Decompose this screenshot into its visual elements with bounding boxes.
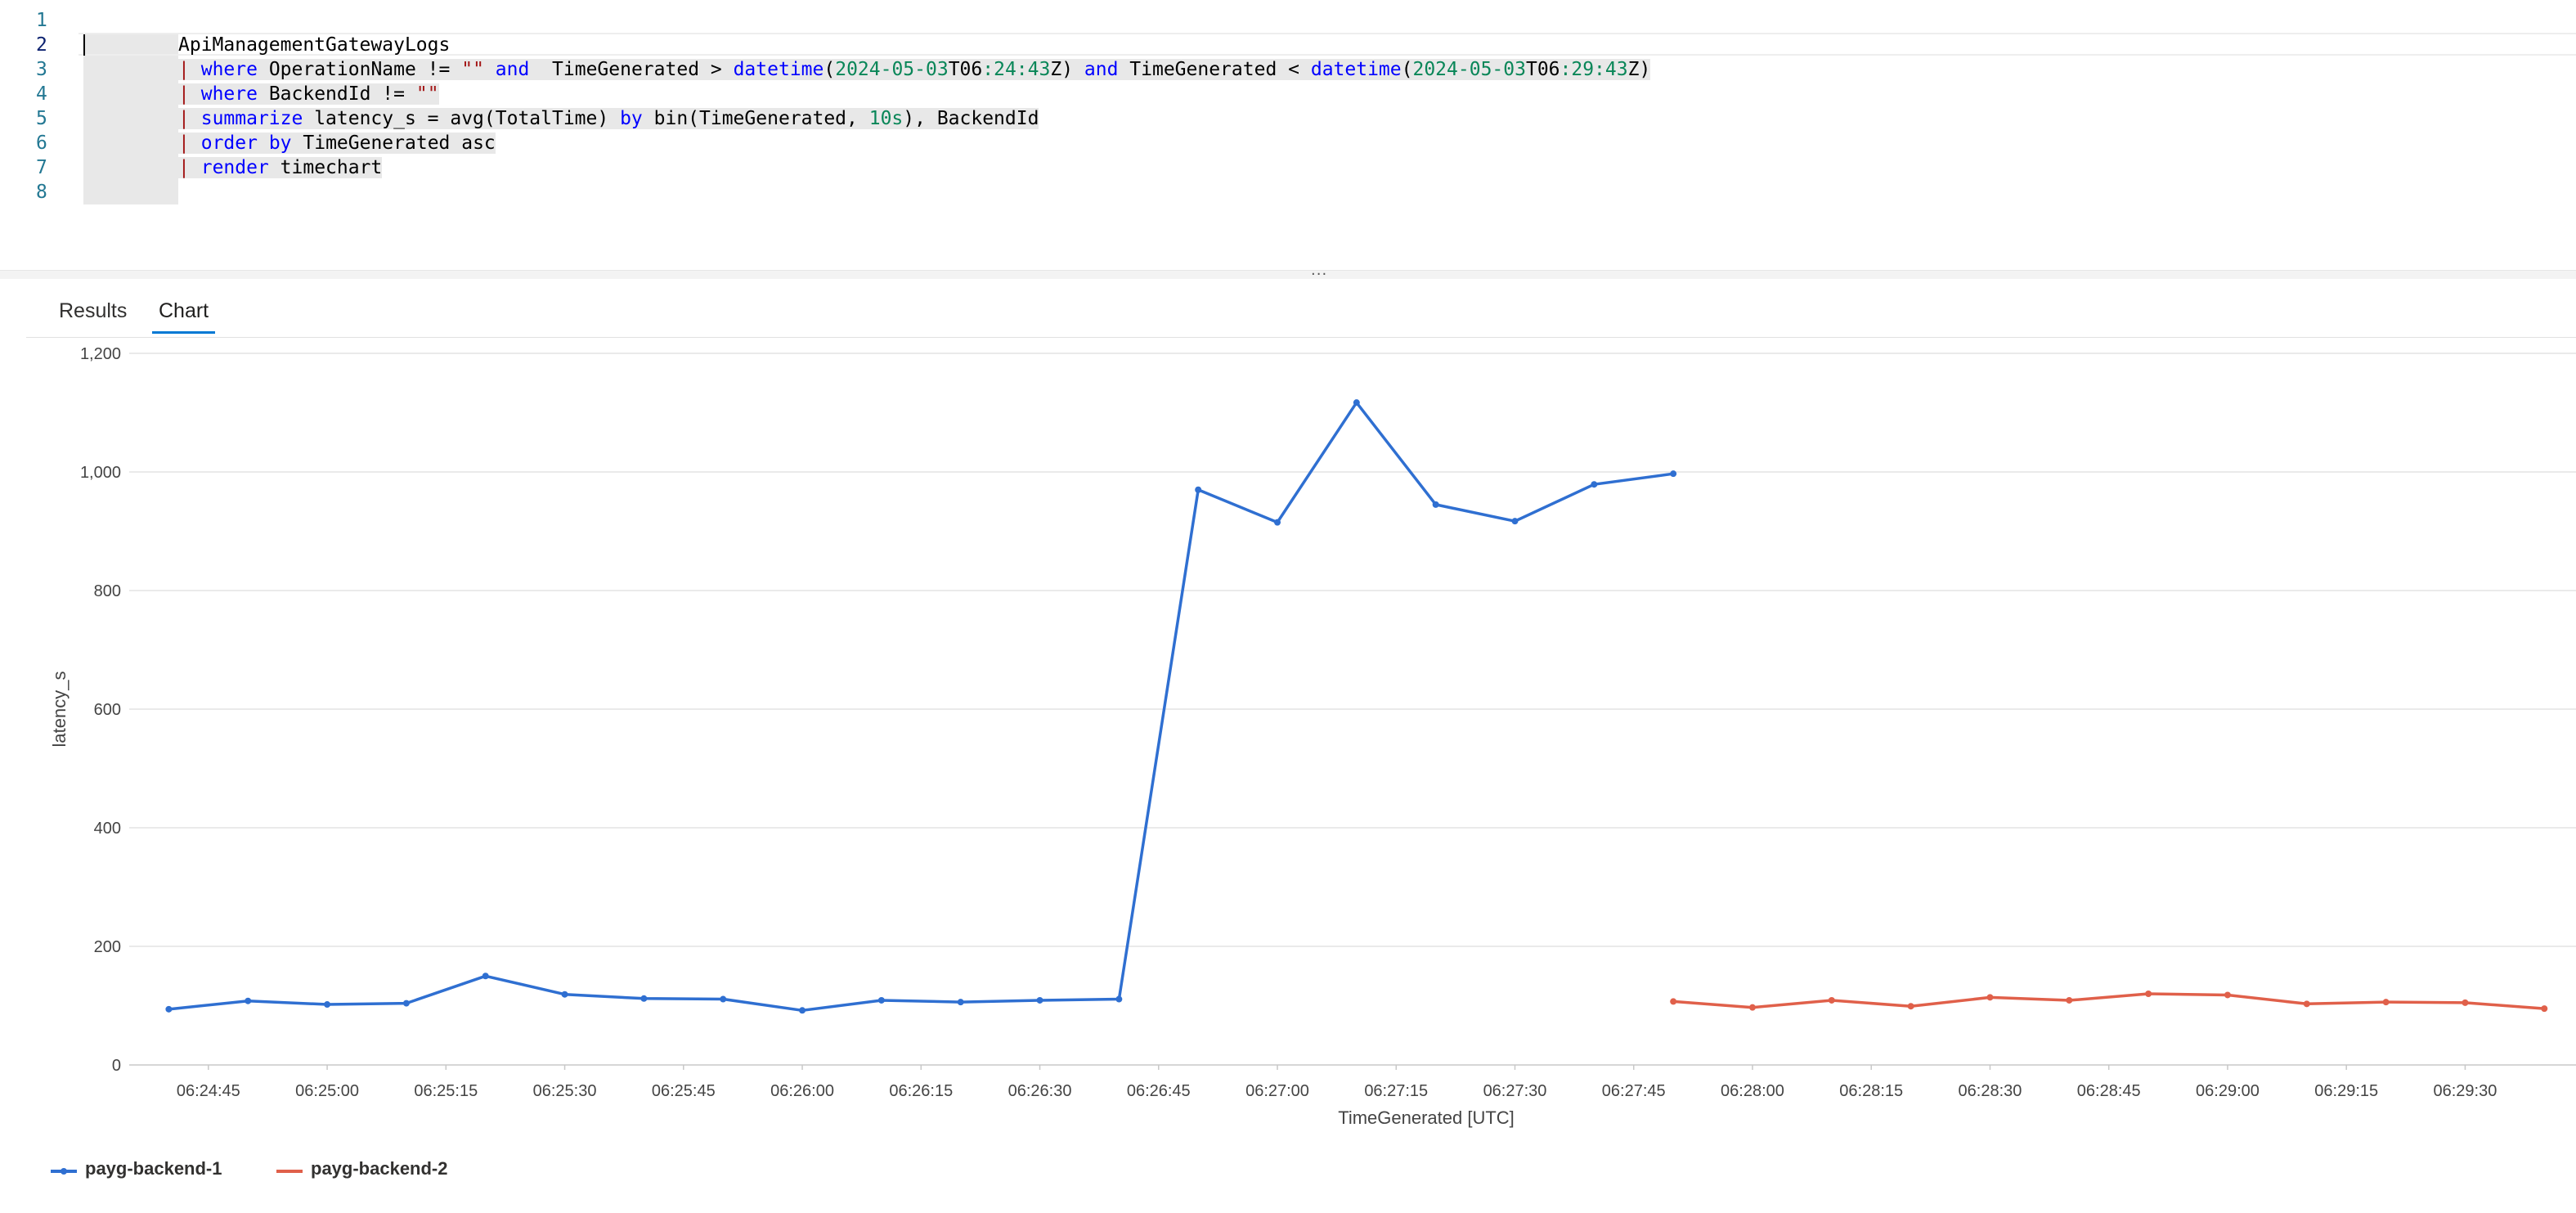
data-point bbox=[324, 1001, 331, 1009]
y-tick-label: 1,200 bbox=[80, 345, 121, 363]
data-point bbox=[1670, 470, 1677, 478]
tab-results[interactable]: Results bbox=[59, 299, 128, 322]
data-point bbox=[1353, 399, 1360, 407]
data-point bbox=[640, 995, 648, 1002]
y-axis-title: latency_s bbox=[49, 672, 70, 748]
data-point bbox=[1274, 519, 1281, 526]
x-tick-label: 06:27:45 bbox=[1602, 1082, 1666, 1100]
pane-splitter[interactable] bbox=[0, 270, 2576, 279]
data-point bbox=[2066, 996, 2073, 1004]
x-tick-label: 06:25:00 bbox=[295, 1082, 359, 1100]
data-point bbox=[1748, 1004, 1756, 1011]
legend-swatch bbox=[276, 1170, 303, 1173]
x-tick-label: 06:27:30 bbox=[1483, 1082, 1547, 1100]
line-number: 5 bbox=[36, 108, 47, 129]
code-text: | summarize latency_s = avg(TotalTime) b… bbox=[178, 108, 1039, 129]
x-tick-label: 06:24:45 bbox=[177, 1082, 240, 1100]
line-number: 7 bbox=[36, 157, 47, 178]
x-tick-label: 06:28:15 bbox=[1839, 1082, 1903, 1100]
code-line-5[interactable]: 5 | summarize latency_s = avg(TotalTime)… bbox=[0, 106, 2576, 131]
x-tick-label: 06:28:30 bbox=[1959, 1082, 2022, 1100]
data-point bbox=[245, 997, 252, 1004]
line-number: 6 bbox=[36, 133, 47, 154]
x-tick-label: 06:29:30 bbox=[2434, 1082, 2497, 1100]
legend-label: payg-backend-2 bbox=[311, 1158, 448, 1179]
data-point bbox=[1432, 501, 1439, 508]
y-tick-label: 1,000 bbox=[80, 464, 121, 482]
y-tick-label: 200 bbox=[94, 938, 121, 956]
code-line-6[interactable]: 6 | order by TimeGenerated asc bbox=[0, 131, 2576, 155]
data-point bbox=[561, 991, 568, 998]
code-line-2[interactable]: 2 ApiManagementGatewayLogs bbox=[0, 33, 2576, 57]
y-tick-label: 0 bbox=[112, 1057, 121, 1075]
text-cursor bbox=[83, 34, 85, 56]
line-number: 3 bbox=[36, 59, 47, 80]
code-text: ApiManagementGatewayLogs bbox=[178, 34, 451, 56]
data-point bbox=[1195, 486, 1202, 493]
data-point bbox=[402, 1000, 410, 1007]
code-line-7[interactable]: 7 | render timechart bbox=[0, 155, 2576, 180]
data-point bbox=[1511, 518, 1519, 525]
data-point bbox=[2145, 991, 2152, 997]
data-point bbox=[877, 996, 885, 1004]
x-tick-label: 06:27:15 bbox=[1364, 1082, 1428, 1100]
data-point bbox=[2541, 1005, 2548, 1013]
data-point bbox=[1986, 994, 1994, 1001]
x-tick-label: 06:29:00 bbox=[2196, 1082, 2260, 1100]
code-text: | order by TimeGenerated asc bbox=[178, 133, 496, 154]
x-tick-label: 06:26:00 bbox=[770, 1082, 834, 1100]
code-text: | render timechart bbox=[178, 157, 383, 178]
line-number: 2 bbox=[36, 34, 47, 56]
result-tabs: Results Chart bbox=[26, 285, 2576, 338]
data-point bbox=[2303, 1000, 2310, 1008]
code-text: | where OperationName != "" and TimeGene… bbox=[178, 59, 1651, 80]
data-point bbox=[2462, 999, 2469, 1006]
series-line-payg-backend-1 bbox=[168, 401, 1674, 1013]
data-point bbox=[1591, 481, 1598, 488]
data-point bbox=[1828, 996, 1835, 1004]
x-tick-label: 06:26:30 bbox=[1008, 1082, 1072, 1100]
legend-marker bbox=[61, 1168, 67, 1175]
code-text: | where BackendId != "" bbox=[178, 83, 439, 105]
line-number: 8 bbox=[36, 182, 47, 203]
legend-label: payg-backend-1 bbox=[85, 1158, 222, 1179]
series-line-payg-backend-2 bbox=[1673, 992, 2545, 1010]
x-tick-label: 06:25:15 bbox=[414, 1082, 478, 1100]
data-point bbox=[1907, 1003, 1914, 1010]
code-line-3[interactable]: 3 | where OperationName != "" and TimeGe… bbox=[0, 57, 2576, 82]
x-axis-title: TimeGenerated [UTC] bbox=[1338, 1107, 1515, 1128]
code-line-4[interactable]: 4 | where BackendId != "" bbox=[0, 82, 2576, 106]
data-point bbox=[1115, 995, 1123, 1003]
x-tick-label: 06:26:45 bbox=[1127, 1082, 1191, 1100]
tab-chart[interactable]: Chart bbox=[152, 296, 216, 335]
y-tick-label: 400 bbox=[94, 820, 121, 838]
x-tick-label: 06:25:45 bbox=[652, 1082, 716, 1100]
data-point bbox=[482, 973, 489, 980]
data-point bbox=[720, 995, 727, 1003]
x-tick-label: 06:26:15 bbox=[889, 1082, 953, 1100]
x-tick-label: 06:27:00 bbox=[1245, 1082, 1309, 1100]
x-tick-label: 06:25:30 bbox=[533, 1082, 597, 1100]
x-tick-label: 06:28:00 bbox=[1721, 1082, 1784, 1100]
line-number: 1 bbox=[36, 10, 47, 31]
x-tick-label: 06:28:45 bbox=[2077, 1082, 2141, 1100]
indent-highlight bbox=[83, 33, 178, 204]
timechart[interactable]: 0 200 400 600 800 1,000 1,200 06:24:45 06:25:00 0… bbox=[0, 337, 2576, 1155]
y-tick-label: 800 bbox=[94, 582, 121, 600]
line-number: 4 bbox=[36, 83, 47, 105]
code-line-1[interactable]: 1 bbox=[0, 8, 2576, 33]
code-line-8[interactable]: 8 bbox=[0, 180, 2576, 204]
data-point bbox=[799, 1007, 806, 1014]
data-point bbox=[1036, 996, 1043, 1004]
data-point bbox=[2382, 999, 2390, 1006]
data-point bbox=[165, 1005, 173, 1013]
data-point bbox=[1670, 998, 1677, 1005]
query-editor[interactable]: 1 2 ApiManagementGatewayLogs 3 | where O… bbox=[0, 0, 2576, 270]
y-tick-label: 600 bbox=[94, 701, 121, 719]
current-line-highlight bbox=[79, 33, 2576, 56]
data-point bbox=[2224, 991, 2231, 999]
data-point bbox=[957, 999, 964, 1006]
x-tick-label: 06:29:15 bbox=[2314, 1082, 2378, 1100]
splitter-handle-icon[interactable]: ... bbox=[1311, 262, 1328, 279]
